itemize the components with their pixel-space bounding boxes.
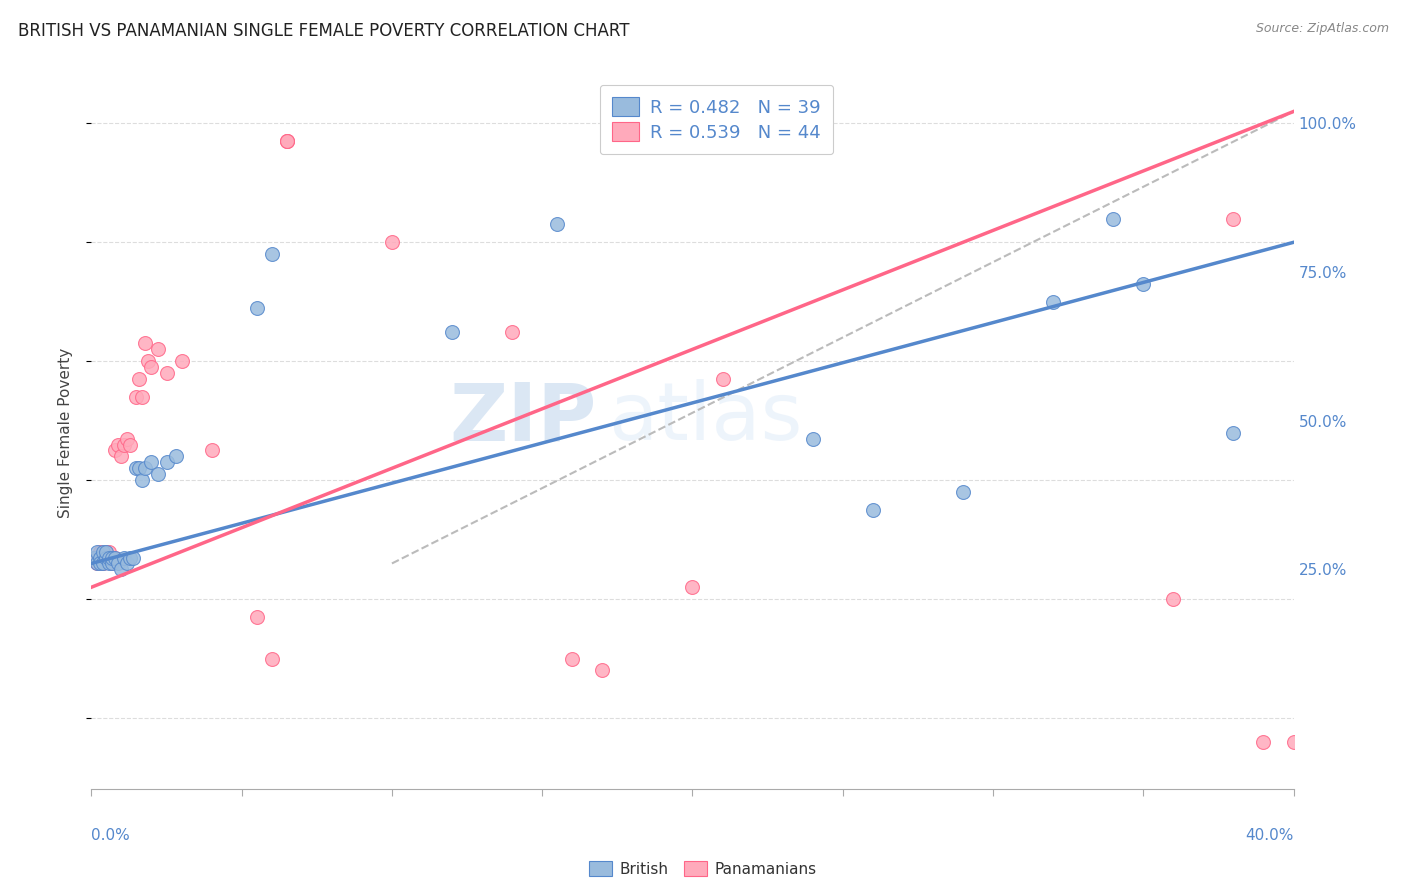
Point	[381, 235, 404, 250]
Point	[93, 544, 115, 558]
Point	[86, 557, 108, 571]
Point	[1253, 735, 1275, 749]
Point	[104, 443, 127, 458]
Point	[110, 562, 132, 576]
Point	[96, 544, 118, 558]
Point	[117, 432, 139, 446]
Point	[440, 325, 463, 339]
Legend: British, Panamanians: British, Panamanians	[582, 853, 824, 884]
Point	[107, 437, 129, 451]
Text: BRITISH VS PANAMANIAN SINGLE FEMALE POVERTY CORRELATION CHART: BRITISH VS PANAMANIAN SINGLE FEMALE POVE…	[18, 22, 630, 40]
Point	[155, 366, 177, 380]
Text: Source: ZipAtlas.com: Source: ZipAtlas.com	[1256, 22, 1389, 36]
Point	[801, 432, 824, 446]
Point	[141, 360, 163, 375]
Point	[122, 550, 145, 565]
Point	[128, 461, 150, 475]
Point	[101, 550, 124, 565]
Point	[83, 550, 105, 565]
Point	[101, 557, 124, 571]
Point	[89, 550, 111, 565]
Point	[546, 218, 568, 232]
Point	[114, 437, 136, 451]
Point	[711, 372, 734, 386]
Point	[134, 336, 156, 351]
Text: 0.0%: 0.0%	[91, 828, 131, 843]
Point	[98, 550, 121, 565]
Point	[98, 544, 121, 558]
Point	[276, 134, 298, 148]
Point	[86, 544, 108, 558]
Point	[138, 354, 160, 368]
Point	[110, 450, 132, 464]
Point	[125, 461, 148, 475]
Point	[98, 550, 121, 565]
Point	[155, 455, 177, 469]
Point	[96, 550, 118, 565]
Point	[201, 443, 224, 458]
Text: ZIP: ZIP	[449, 379, 596, 458]
Point	[117, 557, 139, 571]
Point	[131, 390, 153, 404]
Point	[131, 473, 153, 487]
Point	[93, 557, 115, 571]
Point	[86, 557, 108, 571]
Point	[104, 550, 127, 565]
Point	[83, 550, 105, 565]
Point	[101, 550, 124, 565]
Text: 40.0%: 40.0%	[1246, 828, 1294, 843]
Point	[165, 450, 187, 464]
Point	[862, 503, 884, 517]
Point	[89, 557, 111, 571]
Point	[120, 550, 142, 565]
Point	[89, 544, 111, 558]
Point	[591, 664, 613, 678]
Point	[681, 580, 703, 594]
Point	[1222, 425, 1244, 440]
Point	[952, 485, 974, 500]
Point	[134, 461, 156, 475]
Point	[96, 550, 118, 565]
Point	[1222, 211, 1244, 226]
Point	[101, 557, 124, 571]
Point	[125, 390, 148, 404]
Point	[246, 610, 269, 624]
Legend: R = 0.482   N = 39, R = 0.539   N = 44: R = 0.482 N = 39, R = 0.539 N = 44	[599, 85, 834, 154]
Y-axis label: Single Female Poverty: Single Female Poverty	[58, 348, 73, 517]
Point	[104, 550, 127, 565]
Point	[170, 354, 193, 368]
Point	[146, 467, 169, 482]
Point	[89, 550, 111, 565]
Point	[561, 651, 583, 665]
Point	[1132, 277, 1154, 291]
Point	[96, 544, 118, 558]
Point	[276, 134, 298, 148]
Point	[128, 372, 150, 386]
Point	[276, 134, 298, 148]
Point	[120, 437, 142, 451]
Point	[114, 550, 136, 565]
Point	[1102, 211, 1125, 226]
Point	[86, 550, 108, 565]
Point	[1161, 592, 1184, 607]
Point	[98, 557, 121, 571]
Point	[1282, 735, 1305, 749]
Point	[146, 343, 169, 357]
Point	[141, 455, 163, 469]
Point	[501, 325, 523, 339]
Point	[260, 247, 283, 261]
Text: atlas: atlas	[609, 379, 803, 458]
Point	[246, 301, 269, 315]
Point	[1042, 294, 1064, 309]
Point	[260, 651, 283, 665]
Point	[107, 557, 129, 571]
Point	[93, 557, 115, 571]
